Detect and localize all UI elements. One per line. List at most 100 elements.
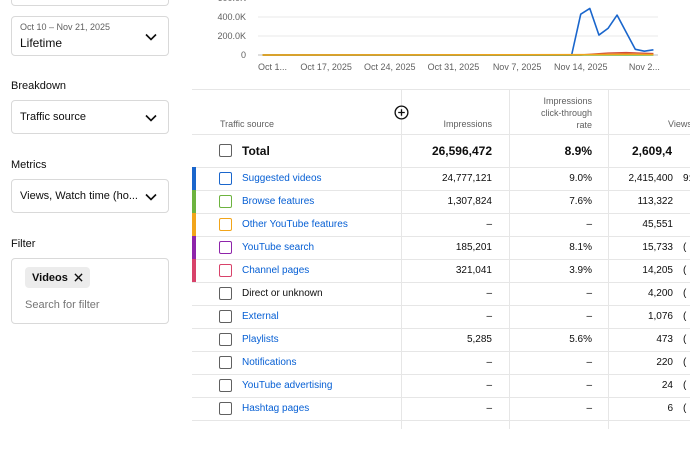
filter-box: Videos xyxy=(11,258,169,324)
row-source-name[interactable]: Browse features xyxy=(242,196,315,207)
row-impressions: – xyxy=(486,403,492,414)
table-row: Hashtag pages – – 6 ( xyxy=(192,397,690,420)
row-source-name[interactable]: Notifications xyxy=(242,357,297,368)
row-checkbox[interactable] xyxy=(219,310,232,323)
table-row: External – – 1,076 ( xyxy=(192,305,690,328)
row-next-column-value: ( xyxy=(683,265,687,276)
total-divider xyxy=(192,167,690,168)
breakdown-dropdown[interactable]: Traffic source xyxy=(11,100,169,134)
total-impressions: 26,596,472 xyxy=(431,144,492,158)
add-column-icon[interactable] xyxy=(394,105,409,120)
filter-search-input[interactable] xyxy=(25,299,155,311)
table-row: Other YouTube features – – 45,551 xyxy=(192,213,690,236)
date-range-dropdown[interactable]: Oct 10 – Nov 21, 2025 Lifetime xyxy=(11,16,169,56)
row-source-name[interactable]: YouTube search xyxy=(242,242,315,253)
total-checkbox[interactable] xyxy=(219,144,232,157)
row-source-name[interactable]: Playlists xyxy=(242,334,279,345)
table-row: YouTube search 185,201 8.1% 15,733 ( xyxy=(192,236,690,259)
row-divider xyxy=(192,259,690,260)
traffic-source-table: Traffic source Impressions Impressions c… xyxy=(192,89,690,429)
row-checkbox[interactable] xyxy=(219,379,232,392)
row-checkbox[interactable] xyxy=(219,333,232,346)
row-views: 15,733 xyxy=(642,242,673,253)
chevron-down-icon xyxy=(145,114,157,122)
row-next-column-value: ( xyxy=(683,311,687,322)
series-color-bar xyxy=(192,190,196,213)
header-views[interactable]: Views xyxy=(668,119,690,129)
series-color-bar xyxy=(192,213,196,236)
header-divider xyxy=(192,134,690,135)
table-row: Notifications – – 220 ( xyxy=(192,351,690,374)
table-row: Direct or unknown – – 4,200 ( xyxy=(192,282,690,305)
metrics-dropdown[interactable]: Views, Watch time (ho... xyxy=(11,179,169,213)
row-ctr: 9.0% xyxy=(569,173,592,184)
row-impressions: 321,041 xyxy=(455,265,492,276)
row-checkbox[interactable] xyxy=(219,218,232,231)
header-ctr-line3[interactable]: rate xyxy=(576,120,592,130)
row-views: 1,076 xyxy=(647,311,673,322)
row-divider xyxy=(192,420,690,421)
previous-dropdown-fragment[interactable] xyxy=(11,0,169,6)
header-ctr-line1[interactable]: Impressions xyxy=(543,96,592,106)
row-impressions: 185,201 xyxy=(455,242,492,253)
total-row: Total 26,596,472 8.9% 2,609,4 xyxy=(192,135,690,167)
row-next-column-value: ( xyxy=(683,380,687,391)
row-views: 24 xyxy=(661,380,673,391)
row-checkbox[interactable] xyxy=(219,195,232,208)
row-views: 45,551 xyxy=(642,219,673,230)
row-source-name[interactable]: YouTube advertising xyxy=(242,380,333,391)
row-impressions: – xyxy=(486,311,492,322)
header-traffic-source[interactable]: Traffic source xyxy=(220,119,275,129)
series-color-bar xyxy=(192,259,196,282)
row-views: 6 xyxy=(667,403,673,414)
row-ctr: – xyxy=(586,219,592,230)
row-next-column-value: ( xyxy=(683,242,687,253)
chevron-down-icon xyxy=(145,193,157,201)
row-ctr: – xyxy=(586,311,592,322)
row-checkbox[interactable] xyxy=(219,287,232,300)
row-checkbox[interactable] xyxy=(219,241,232,254)
y-tick-label: 600.0K xyxy=(217,0,246,3)
row-checkbox[interactable] xyxy=(219,172,232,185)
header-impressions[interactable]: Impressions xyxy=(443,119,492,129)
breakdown-label: Breakdown xyxy=(11,80,67,92)
row-source-name[interactable]: Hashtag pages xyxy=(242,403,310,414)
y-tick-label: 200.0K xyxy=(217,31,246,41)
row-ctr: 3.9% xyxy=(569,265,592,276)
row-divider xyxy=(192,374,690,375)
row-next-column-value: ( xyxy=(683,334,687,345)
row-next-column-value: ( xyxy=(683,288,687,299)
row-views: 14,205 xyxy=(642,265,673,276)
header-ctr-line2[interactable]: click-through xyxy=(540,108,592,118)
series-line xyxy=(262,53,654,56)
row-impressions: 5,285 xyxy=(466,334,492,345)
row-checkbox[interactable] xyxy=(219,356,232,369)
row-source-name[interactable]: Other YouTube features xyxy=(242,219,348,230)
row-ctr: 8.1% xyxy=(569,242,592,253)
total-ctr: 8.9% xyxy=(564,144,592,158)
filter-chip-videos[interactable]: Videos xyxy=(25,267,90,288)
row-checkbox[interactable] xyxy=(219,264,232,277)
date-range-text: Oct 10 – Nov 21, 2025 xyxy=(20,22,111,32)
row-divider xyxy=(192,305,690,306)
row-impressions: – xyxy=(486,357,492,368)
x-tick-label: Nov 14, 2025 xyxy=(554,62,608,72)
close-icon[interactable] xyxy=(74,273,83,282)
row-source-name[interactable]: Suggested videos xyxy=(242,173,322,184)
series-line xyxy=(262,7,654,56)
row-views: 113,322 xyxy=(637,196,673,207)
y-tick-label: 400.0K xyxy=(217,12,246,22)
table-row: Suggested videos 24,777,121 9.0% 2,415,400 9… xyxy=(192,167,690,190)
filter-chip-label: Videos xyxy=(32,271,68,284)
x-tick-label: Nov 7, 2025 xyxy=(493,62,542,72)
row-checkbox[interactable] xyxy=(219,402,232,415)
row-source-name[interactable]: External xyxy=(242,311,279,322)
row-ctr: – xyxy=(586,380,592,391)
row-views: 4,200 xyxy=(647,288,673,299)
row-next-column-value: ( xyxy=(683,403,687,414)
filter-label: Filter xyxy=(11,238,36,250)
date-range-value: Lifetime xyxy=(20,36,63,50)
row-source-name[interactable]: Channel pages xyxy=(242,265,310,276)
series-color-bar xyxy=(192,236,196,259)
row-impressions: – xyxy=(486,219,492,230)
